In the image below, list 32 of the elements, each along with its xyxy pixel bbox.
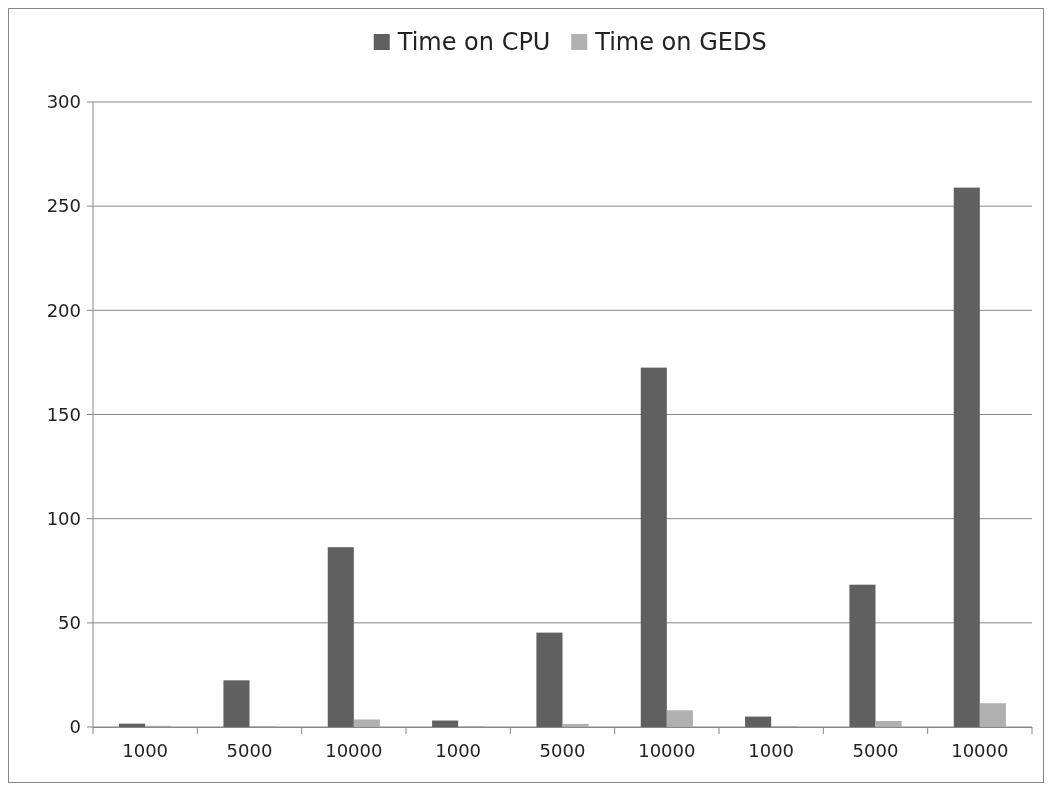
bar	[979, 703, 1006, 727]
bar	[745, 716, 772, 727]
bar	[223, 680, 250, 727]
bar	[353, 719, 380, 727]
bar	[666, 710, 693, 727]
legend-label: Time on CPU	[396, 28, 551, 56]
bar	[849, 584, 876, 727]
x-tick-label: 5000	[852, 740, 899, 761]
bar	[640, 367, 667, 727]
y-tick-label: 50	[58, 612, 81, 634]
y-tick-label: 250	[46, 195, 81, 217]
y-tick-label: 200	[46, 299, 81, 321]
x-tick-label: 5000	[539, 740, 586, 761]
x-tick-label: 1000	[435, 740, 482, 761]
bar	[119, 723, 146, 727]
y-tick-label: 300	[46, 91, 81, 113]
x-tick-label: 10000	[325, 740, 383, 761]
x-tick-label: 1000	[748, 740, 795, 761]
bar	[536, 632, 563, 727]
x-tick-label: 10000	[638, 740, 696, 761]
x-tick-label: 5000	[226, 740, 273, 761]
y-tick-label: 150	[46, 403, 81, 425]
y-tick-label: 0	[69, 716, 81, 738]
legend-label: Time on GEDS	[594, 28, 767, 56]
bar	[953, 187, 980, 727]
bar	[562, 723, 589, 727]
x-tick-label: 1000	[122, 740, 169, 761]
y-tick-label: 100	[46, 507, 81, 529]
bar	[432, 720, 459, 727]
x-tick-label: 10000	[951, 740, 1009, 761]
bar	[327, 547, 354, 727]
bar	[875, 720, 902, 727]
